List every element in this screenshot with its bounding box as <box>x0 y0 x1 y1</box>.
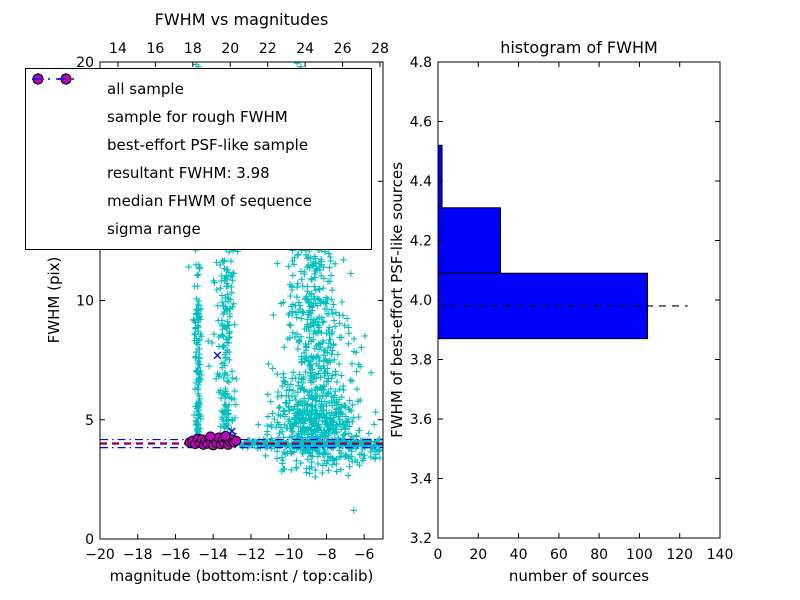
tick-label: 24 <box>296 41 314 57</box>
legend-label: all sample <box>107 80 184 98</box>
legend-sample <box>33 74 96 127</box>
tick-label: −10 <box>274 547 304 563</box>
psf-sample-point <box>231 435 242 446</box>
tick-label: 4.2 <box>410 234 432 250</box>
left-plot-title: FWHM vs magnitudes <box>154 10 329 29</box>
tick-label: −20 <box>85 547 115 563</box>
tick-label: 3.4 <box>410 472 432 488</box>
legend-sample <box>32 78 96 183</box>
legend-label: best-effort PSF-like sample <box>107 136 309 154</box>
tick-label: 0 <box>434 547 443 563</box>
tick-label: 3.8 <box>410 353 432 369</box>
tick-label: 18 <box>184 41 202 57</box>
legend-label: median FHWM of sequence <box>107 192 312 210</box>
tick-label: −16 <box>161 547 191 563</box>
legend-row: all sample <box>32 73 371 103</box>
hist-bar <box>437 207 501 274</box>
tick-label: 26 <box>334 41 352 57</box>
legend-row: best-effort PSF-like sample <box>32 73 371 159</box>
legend-sample <box>32 73 96 155</box>
psf-sample-point <box>220 430 231 442</box>
tick-label: 16 <box>146 41 164 57</box>
left-plot-xlabel: magnitude (bottom:isnt / top:calib) <box>109 567 374 585</box>
legend-sample-dashdot <box>32 78 76 80</box>
tick-label: 20 <box>221 41 239 57</box>
legend-sample <box>32 78 96 211</box>
tick-label: 140 <box>707 547 734 563</box>
legend-row: resultant FWHM: 3.98 <box>32 78 371 187</box>
tick-label: 100 <box>626 547 653 563</box>
tick-label: 20 <box>469 547 487 563</box>
tick-label: 14 <box>109 41 127 57</box>
legend-label: sigma range <box>107 220 201 238</box>
legend-row: sigma range <box>32 78 371 243</box>
tick-label: 4.0 <box>410 293 432 309</box>
tick-label: 4.6 <box>410 115 432 131</box>
legend-row: median FHWM of sequence <box>32 78 371 215</box>
tick-label: 3.6 <box>410 412 432 428</box>
legend-label: sample for rough FWHM <box>107 108 288 126</box>
left-plot-content <box>100 62 383 514</box>
tick-label: −8 <box>316 547 337 563</box>
scatter-all-sample <box>185 62 383 514</box>
tick-label: −14 <box>198 547 228 563</box>
right-plot-ylabel: FWHM of best-effort PSF-like sources <box>388 162 406 438</box>
hist-bar <box>437 144 443 209</box>
right-plot-xlabel: number of sources <box>508 567 650 585</box>
tick-label: 60 <box>550 547 568 563</box>
tick-label: 0 <box>85 532 94 548</box>
tick-label: 5 <box>85 413 94 429</box>
tick-label: −12 <box>236 547 266 563</box>
left-plot-ylabel: FWHM (pix) <box>45 256 63 344</box>
tick-label: 20 <box>76 55 94 71</box>
tick-label: 40 <box>510 547 528 563</box>
psf-sample-point <box>205 431 216 442</box>
tick-label: −18 <box>123 547 153 563</box>
legend: all sample sample for rough FWHM best-effo… <box>25 68 372 250</box>
tick-label: −6 <box>354 547 375 563</box>
tick-label: 4.8 <box>410 55 432 71</box>
tick-label: 22 <box>259 41 277 57</box>
tick-label: 3.2 <box>410 531 432 547</box>
legend-sample <box>32 78 96 239</box>
tick-label: 120 <box>666 547 693 563</box>
legend-row: sample for rough FWHM <box>33 74 371 131</box>
tick-label: 4.4 <box>410 174 432 190</box>
right-plot-title: histogram of FWHM <box>500 38 658 57</box>
tick-label: 28 <box>371 41 389 57</box>
tick-label: 80 <box>590 547 608 563</box>
legend-label: resultant FWHM: 3.98 <box>107 164 270 182</box>
tick-label: 10 <box>76 294 94 310</box>
